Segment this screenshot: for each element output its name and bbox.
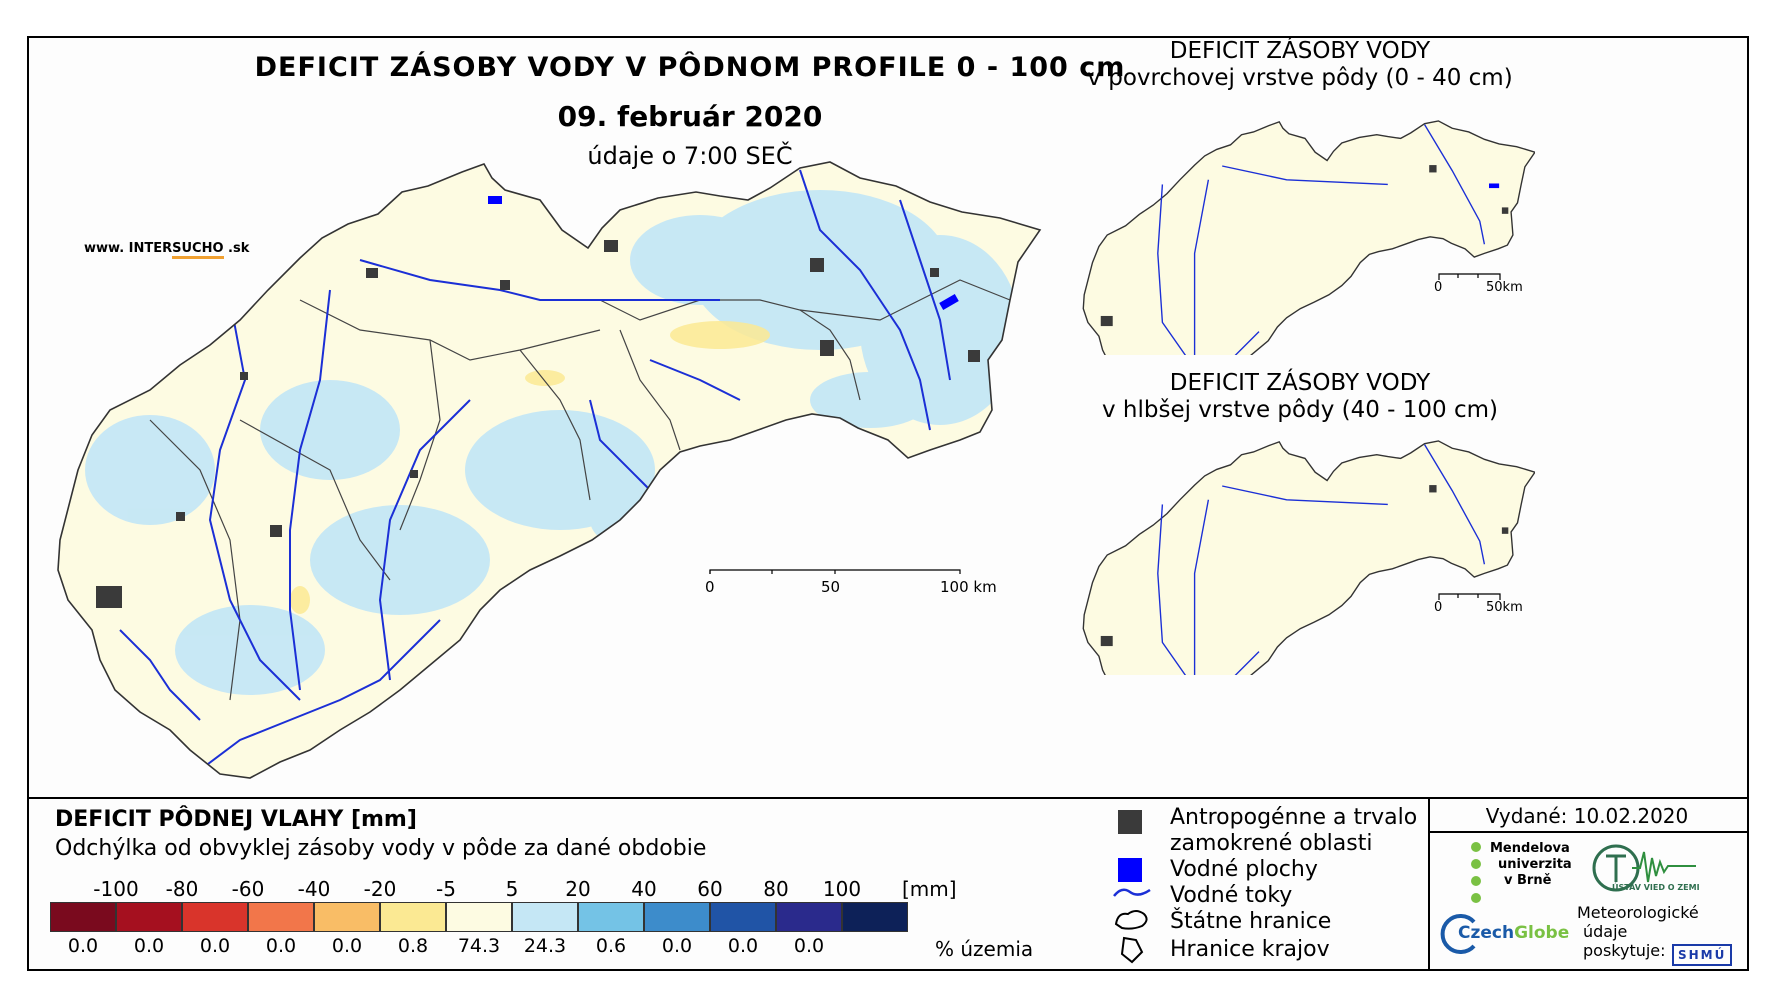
legend-panel (27, 797, 1749, 971)
meteo-line1: Meteorologické (1577, 903, 1699, 922)
inset-surface-title: DEFICIT ZÁSOBY VODY v povrchovej vrstve … (1040, 38, 1560, 92)
legend-divider-1 (1428, 797, 1430, 971)
main-scale-50: 50 (821, 578, 841, 596)
legend-percent-value: 0.6 (595, 935, 627, 957)
inset-surface-scale-0: 0 (1434, 280, 1443, 295)
inset-surface-scale (1438, 273, 1501, 280)
region-border-symbol (1120, 936, 1144, 964)
issued-date: Vydané: 10.02.2020 (1485, 804, 1689, 828)
legend-bin-label: 5 (505, 877, 519, 901)
czechglobe-a: Czech (1458, 923, 1515, 943)
stream-symbol (1113, 888, 1151, 897)
legend-title: DEFICIT PÔDNEJ VLAHY [mm] (55, 807, 417, 832)
legend-percent-value: 24.3 (523, 935, 567, 957)
mendel-line3: v Brně (1504, 873, 1552, 888)
legend-bin-label: 60 (697, 877, 723, 901)
legend-percent-value: 0.8 (397, 935, 429, 957)
map-title: DEFICIT ZÁSOBY VODY V PÔDNOM PROFILE 0 -… (254, 52, 1126, 83)
intersucho-logo[interactable]: www. INTERSUCHO .sk (84, 241, 250, 259)
anthropogenic-label-line2: zamokrené oblasti (1170, 831, 1373, 856)
legend-swatch (710, 902, 776, 932)
legend-divider-2 (1428, 831, 1749, 833)
anthropogenic-swatch (1118, 810, 1142, 834)
legend-swatch (512, 902, 578, 932)
legend-bin-label: -80 (165, 877, 199, 901)
inset-deep-map (1082, 440, 1535, 675)
legend-percent-value: 0.0 (661, 935, 693, 957)
mendel-line2: univerzita (1498, 857, 1572, 872)
legend-percent-value: 0.0 (199, 935, 231, 957)
main-map (57, 161, 1041, 779)
legend-percent-value: 0.0 (727, 935, 759, 957)
mendel-logo[interactable]: Mendelova univerzita v Brně (1490, 841, 1572, 889)
legend-swatch (776, 902, 842, 932)
state-border-label: Štátne hranice (1170, 909, 1332, 934)
logo-highlight: SUCHO (172, 241, 224, 259)
water-streams-label: Vodné toky (1170, 883, 1293, 908)
anthropogenic-label: Antropogénne a trvalo zamokrené oblasti (1170, 805, 1417, 857)
water-area-swatch (1118, 858, 1142, 882)
meteo-provider: Meteorologické údaje poskytuje: (1577, 903, 1699, 960)
main-scale-0: 0 (705, 578, 715, 596)
legend-percent-unit: % územia (935, 937, 1034, 961)
legend-swatch (380, 902, 446, 932)
inset-surface-scale-50: 50km (1486, 280, 1523, 295)
legend-percent-value: 0.0 (793, 935, 825, 957)
inset-deep-scale-0: 0 (1434, 600, 1443, 615)
mendel-line1: Mendelova (1490, 841, 1570, 856)
legend-swatch (182, 902, 248, 932)
water-areas-label: Vodné plochy (1170, 857, 1318, 882)
shmu-logo[interactable]: SHMÚ (1672, 944, 1733, 966)
legend-bin-unit: [mm] (902, 877, 957, 901)
inset-deep-title-line2: v hlbšej vrstve pôdy (40 - 100 cm) (1101, 397, 1499, 423)
inset-deep-scale (1438, 593, 1501, 600)
legend-swatch (446, 902, 512, 932)
meteo-line3: poskytuje: (1583, 941, 1666, 960)
legend-bin-label: -5 (436, 877, 456, 901)
legend-percent-value: 0.0 (67, 935, 99, 957)
map-date: 09. február 2020 (557, 100, 823, 133)
legend-bin-label: 20 (565, 877, 591, 901)
legend-swatch (578, 902, 644, 932)
legend-swatch (644, 902, 710, 932)
legend-subtitle: Odchýlka od obvyklej zásoby vody v pôde … (55, 836, 707, 861)
legend-bin-label: 100 (822, 877, 862, 901)
legend-percent-value: 0.0 (331, 935, 363, 957)
main-scale-100: 100 km (940, 578, 997, 596)
inset-surface-map (1082, 120, 1535, 355)
legend-swatch (50, 902, 116, 932)
state-border-symbol (1114, 910, 1148, 930)
inset-deep-scale-50: 50km (1486, 600, 1523, 615)
inset-surface-title-line2: v povrchovej vrstve pôdy (0 - 40 cm) (1087, 65, 1513, 91)
legend-percent-value: 0.0 (265, 935, 297, 957)
legend-bin-label: -20 (363, 877, 397, 901)
legend-bin-label: -100 (93, 877, 139, 901)
inset-deep-title-line1: DEFICIT ZÁSOBY VODY (1169, 370, 1431, 396)
logo-suffix: .sk (223, 241, 250, 256)
legend-swatch (116, 902, 182, 932)
uvgz-label: ÚSTAV VIED O ZEMI (1612, 883, 1700, 892)
uvgz-logo-icon (1592, 844, 1696, 892)
legend-bin-label: -60 (231, 877, 265, 901)
logo-prefix: www. INTER (84, 241, 173, 256)
legend-swatch (842, 902, 908, 932)
legend-bin-label: -40 (297, 877, 331, 901)
anthropogenic-label-line1: Antropogénne a trvalo (1170, 805, 1418, 830)
main-scale-bar (709, 569, 961, 574)
mendel-dots-icon (1471, 842, 1481, 903)
czechglobe-ring-icon (1440, 914, 1476, 954)
legend-swatch (314, 902, 380, 932)
legend-bin-label: 80 (763, 877, 789, 901)
legend-swatch (248, 902, 314, 932)
inset-deep-title: DEFICIT ZÁSOBY VODY v hlbšej vrstve pôdy… (1040, 370, 1560, 424)
legend-bin-label: 40 (631, 877, 657, 901)
legend-percent-value: 0.0 (133, 935, 165, 957)
czechglobe-b: Globe (1514, 923, 1570, 943)
inset-surface-title-line1: DEFICIT ZÁSOBY VODY (1169, 38, 1431, 64)
map-time-note: údaje o 7:00 SEČ (587, 142, 793, 170)
czechglobe-logo[interactable]: CzechGlobe (1458, 923, 1570, 943)
legend-percent-value: 74.3 (457, 935, 501, 957)
region-border-label: Hranice krajov (1170, 937, 1330, 962)
meteo-line2: údaje (1583, 922, 1628, 941)
